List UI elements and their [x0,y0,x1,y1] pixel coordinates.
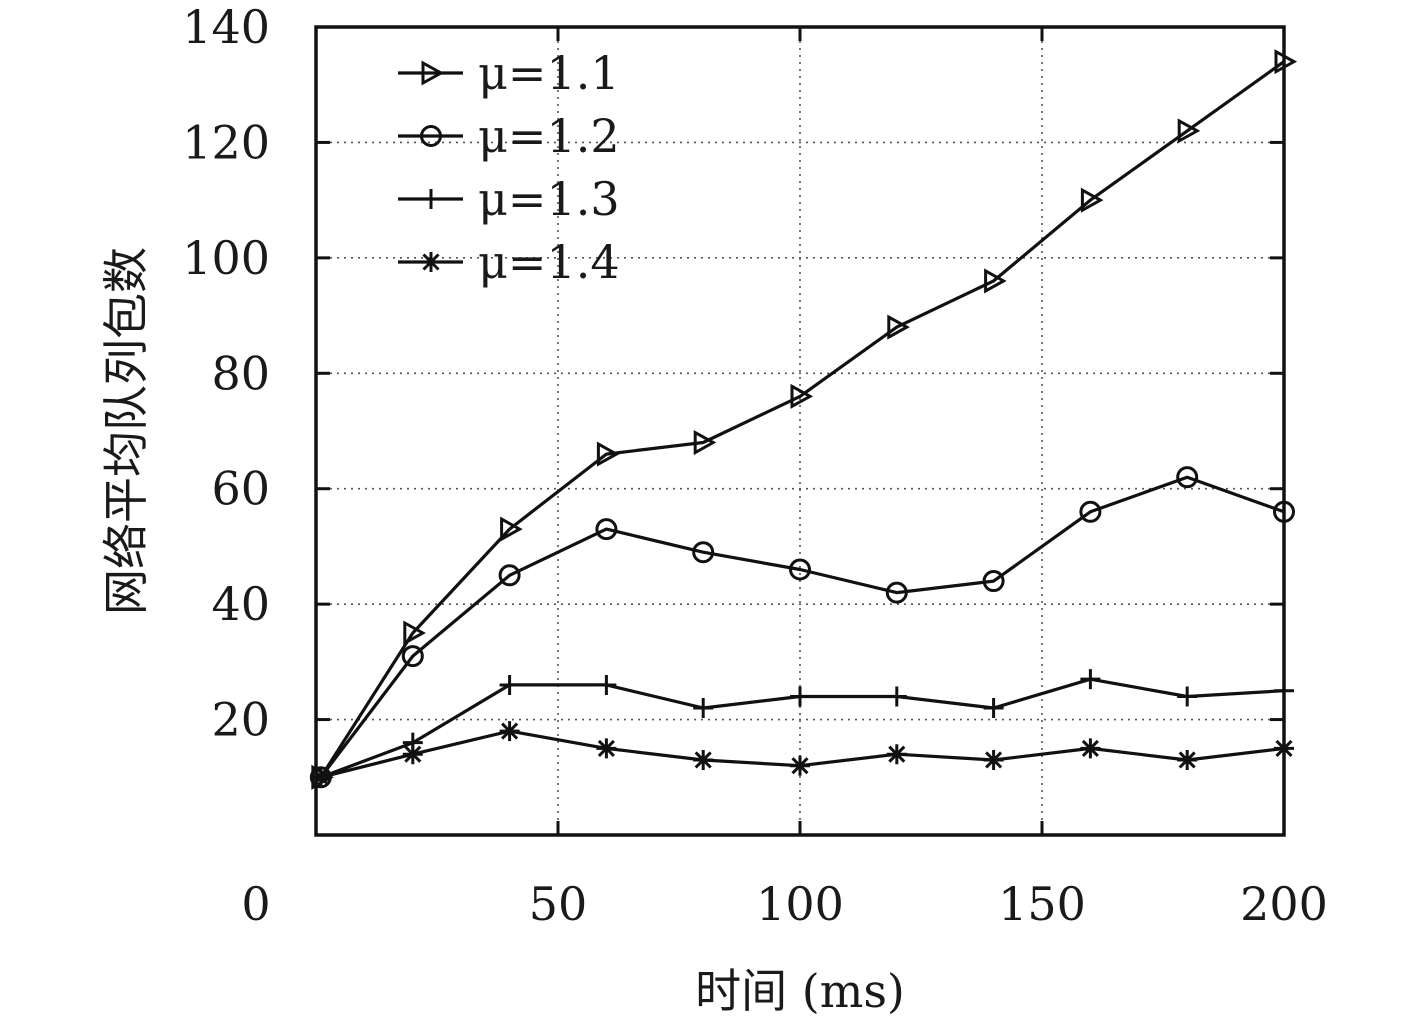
x-tick-label: 150 [998,877,1086,931]
asterisk-marker [693,749,714,770]
asterisk-marker [596,738,617,759]
y-axis-label: 网络平均队列包数 [99,247,153,615]
y-tick-label: 140 [182,0,270,54]
circle-marker [498,564,521,587]
legend-item: μ=1.1 [398,46,620,100]
x-tick-label: 100 [756,877,844,931]
plus-marker [693,698,714,719]
asterisk-marker [983,749,1004,770]
legend-item: μ=1.4 [398,235,620,289]
asterisk-marker [421,252,441,272]
y-tick-label: 120 [182,115,270,169]
circle-marker [789,558,811,581]
triangle-marker [887,314,910,340]
plus-marker [983,698,1004,719]
y-tick-label: 60 [211,462,270,516]
series-line [320,729,1285,779]
triangle-marker [790,383,814,409]
circle-marker [1079,500,1102,523]
legend-label: μ=1.3 [478,172,620,226]
plus-marker [499,674,520,695]
series-line [319,60,1285,779]
circle-marker [401,645,424,668]
x-tick-label: 50 [529,877,588,931]
plus-marker [596,674,617,695]
legend-label: μ=1.4 [478,235,620,289]
legend-item: μ=1.3 [398,172,620,226]
plus-marker [1080,669,1101,690]
asterisk-marker [310,767,331,788]
x-axis-label: 时间 (ms) [695,964,905,1018]
series-circle [309,466,1295,789]
legend-item: μ=1.2 [398,109,620,163]
circle-marker [982,570,1005,593]
triangle-marker [1080,187,1104,213]
y-tick-label: 20 [211,693,270,747]
legend-label: μ=1.1 [478,46,620,100]
plus-marker [421,189,441,209]
circle-marker [1176,466,1199,489]
plus-marker [1177,686,1198,707]
asterisk-marker [499,721,520,742]
triangle-marker [403,620,426,646]
plus-marker [886,686,907,707]
legend-label: μ=1.2 [478,109,620,163]
plot-frame [314,25,1286,837]
circle-marker [885,581,908,604]
triangle-marker [984,268,1007,294]
asterisk-marker [1080,738,1101,759]
series-layer [309,49,1298,790]
y-tick-label: 80 [211,346,270,400]
y-tick-label: 100 [182,231,270,285]
tick-labels: 0 50 100 150 200 20 40 60 80 100 120 140 [182,0,1328,931]
series-triangle-right [311,49,1298,790]
x-tick-label: 0 [241,877,270,931]
asterisk-marker [402,744,423,765]
circle-marker [692,541,715,564]
asterisk-marker [886,744,907,765]
y-tick-label: 40 [211,577,270,631]
triangle-marker [596,441,620,467]
asterisk-marker [790,755,810,776]
series-line [319,475,1285,779]
triangle-marker [1177,118,1201,144]
series-asterisk [310,721,1294,788]
asterisk-marker [1177,749,1198,770]
triangle-marker [500,516,523,542]
legend: μ=1.1 μ=1.2 μ=1.3 μ=1.4 [398,46,620,289]
triangle-marker [693,429,717,456]
triangle-marker [421,60,445,86]
plus-marker [790,686,810,707]
x-tick-label: 200 [1240,877,1328,931]
circle-marker [595,518,618,541]
circle-marker [420,125,442,147]
